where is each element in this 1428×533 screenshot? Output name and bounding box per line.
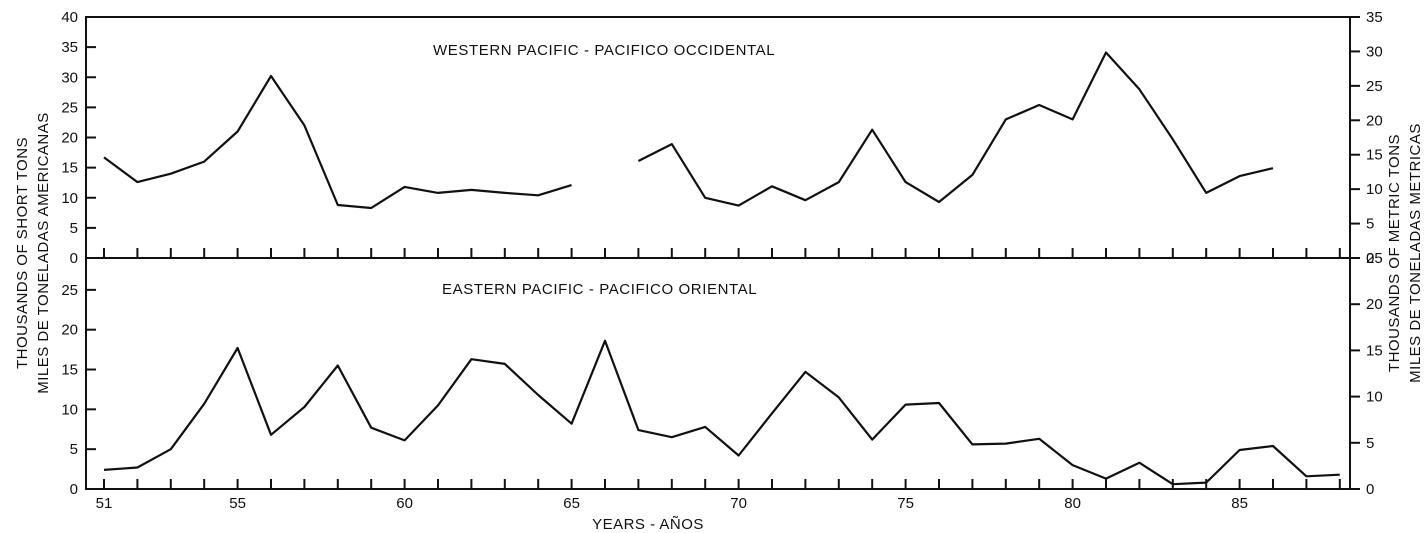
left-y-tick-label: 10 bbox=[61, 401, 78, 418]
left-y-tick-label: 30 bbox=[61, 69, 78, 86]
right-y-tick-label: 0 bbox=[1366, 481, 1374, 498]
right-y-tick-label: 20 bbox=[1366, 296, 1383, 313]
x-tick-label: 70 bbox=[730, 495, 747, 512]
bottom-panel-title: EASTERN PACIFIC - PACIFICO ORIENTAL bbox=[442, 281, 757, 298]
left-y-tick-label: 5 bbox=[70, 220, 78, 237]
chart-marks: 51 55 60 65 70 75 80 85051015202530354005101520… bbox=[61, 9, 1382, 512]
x-tick-label: 51 bbox=[96, 495, 113, 512]
right-axis-label-line-1: THOUSANDS OF METRIC TONS bbox=[1386, 134, 1403, 372]
left-y-tick-label: 5 bbox=[70, 441, 78, 458]
right-y-tick-label: 25 bbox=[1366, 250, 1383, 267]
right-y-tick-label: 20 bbox=[1366, 112, 1383, 129]
left-y-tick-label: 0 bbox=[70, 481, 78, 498]
left-y-tick-label: 15 bbox=[61, 362, 78, 379]
right-y-tick-label: 25 bbox=[1366, 78, 1383, 95]
right-y-tick-label: 15 bbox=[1366, 147, 1383, 164]
x-tick-label: 60 bbox=[396, 495, 413, 512]
right-y-tick-label: 10 bbox=[1366, 181, 1383, 198]
top-panel-title: WESTERN PACIFIC - PACIFICO OCCIDENTAL bbox=[433, 42, 775, 59]
right-y-tick-label: 5 bbox=[1366, 435, 1374, 452]
left-y-tick-label: 10 bbox=[61, 190, 78, 207]
right-y-tick-label: 10 bbox=[1366, 389, 1383, 406]
x-tick-label: 85 bbox=[1231, 495, 1248, 512]
left-axis-label-line-1: THOUSANDS OF SHORT TONS bbox=[14, 137, 31, 369]
left-y-tick-label: 40 bbox=[61, 9, 78, 26]
series-line-panel-1 bbox=[103, 74, 572, 210]
series-line-panel-2 bbox=[103, 339, 1340, 486]
left-y-tick-label: 25 bbox=[61, 282, 78, 299]
left-y-tick-label: 20 bbox=[61, 130, 78, 147]
x-tick-label: 55 bbox=[229, 495, 246, 512]
left-y-tick-label: 20 bbox=[61, 322, 78, 339]
right-y-tick-label: 0 bbox=[1366, 250, 1374, 267]
right-axis-label-line-2: MILES DE TONELADAS METRICAS bbox=[1407, 123, 1424, 383]
x-tick-label: 80 bbox=[1064, 495, 1081, 512]
right-y-tick-label: 15 bbox=[1366, 342, 1383, 359]
left-axis-label-line-2: MILES DE TONELADAS AMERICANAS bbox=[35, 112, 52, 394]
left-y-tick-label: 15 bbox=[61, 160, 78, 177]
series-line-panel-1 bbox=[637, 51, 1274, 207]
right-y-tick-label: 35 bbox=[1366, 9, 1383, 26]
x-tick-label: 75 bbox=[897, 495, 914, 512]
bottom-panel-frame bbox=[85, 257, 1351, 490]
x-axis-label: YEARS - AÑOS bbox=[592, 516, 704, 533]
right-y-tick-label: 30 bbox=[1366, 43, 1383, 60]
left-y-tick-label: 35 bbox=[61, 39, 78, 56]
left-y-tick-label: 0 bbox=[70, 250, 78, 267]
right-y-tick-label: 5 bbox=[1366, 216, 1374, 233]
left-y-tick-label: 25 bbox=[61, 99, 78, 116]
x-tick-label: 65 bbox=[563, 495, 580, 512]
